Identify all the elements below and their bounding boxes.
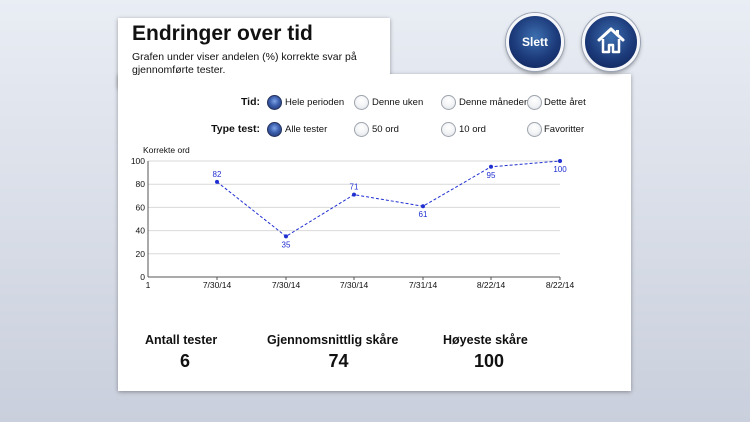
data-point	[489, 164, 493, 169]
data-label: 35	[282, 240, 291, 249]
average-score-label: Gjennomsnittlig skåre	[267, 333, 399, 347]
data-label: 100	[553, 165, 567, 174]
y-tick-label: 80	[136, 179, 146, 189]
home-icon	[596, 26, 626, 59]
type-option-label: Alle tester	[285, 124, 328, 135]
time-option-label: Hele perioden	[285, 97, 345, 108]
main-card	[118, 74, 631, 391]
data-point	[558, 159, 562, 163]
y-tick-label: 100	[131, 156, 145, 166]
time-option-label: Dette året	[544, 97, 586, 108]
data-label: 82	[213, 170, 222, 179]
x-axis-start-label: 1	[146, 280, 151, 290]
y-tick-label: 40	[136, 226, 146, 236]
page-subtitle: Grafen under viser andelen (%) korrekte …	[132, 51, 357, 76]
y-tick-label: 0	[140, 272, 145, 282]
time-radio-whole-period[interactable]	[267, 95, 282, 110]
test-count-label: Antall tester	[145, 333, 218, 347]
series-line	[216, 160, 561, 238]
x-tick-label: 7/30/14	[340, 280, 369, 290]
x-tick-label: 8/22/14	[477, 280, 506, 290]
highest-score-label: Høyeste skåre	[443, 333, 528, 347]
y-tick-label: 20	[136, 249, 146, 259]
type-option-label: 10 ord	[459, 124, 486, 135]
data-point	[215, 179, 219, 184]
x-tick-label: 7/30/14	[272, 280, 301, 290]
data-point	[421, 204, 425, 209]
type-radio-10-words[interactable]	[441, 122, 456, 137]
home-button[interactable]	[582, 13, 640, 71]
time-option-label: Denne måneden	[459, 97, 530, 108]
average-score-value: 74	[328, 351, 349, 371]
x-tick-label: 8/22/14	[546, 280, 575, 290]
page-title: Endringer over tid	[132, 22, 313, 45]
type-filter-label: Type test:	[211, 123, 260, 135]
y-axis-label: Korrekte ord	[143, 145, 190, 155]
type-option-label: Favoritter	[544, 124, 585, 135]
data-label: 71	[350, 183, 359, 192]
data-label: 61	[419, 210, 428, 219]
card-join	[118, 70, 390, 80]
time-radio-this-month[interactable]	[441, 95, 456, 110]
x-tick-label: 7/31/14	[409, 280, 438, 290]
data-point	[352, 192, 356, 197]
data-label: 95	[487, 171, 496, 180]
y-tick-label: 60	[136, 202, 146, 212]
time-option-label: Denne uken	[372, 97, 424, 108]
type-radio-favorites[interactable]	[527, 122, 542, 137]
highest-score-value: 100	[473, 351, 505, 371]
delete-button-label: Slett	[521, 35, 548, 49]
data-point	[284, 234, 288, 239]
time-radio-this-year[interactable]	[527, 95, 542, 110]
type-option-label: 50 ord	[372, 124, 399, 135]
test-count-value: 6	[179, 351, 190, 371]
time-radio-this-week[interactable]	[354, 95, 369, 110]
x-tick-label: 7/30/14	[203, 280, 232, 290]
type-radio-all-tests[interactable]	[267, 122, 282, 137]
delete-button[interactable]: Slett	[506, 13, 564, 71]
time-filter-label: Tid:	[240, 96, 260, 108]
type-radio-50-words[interactable]	[354, 122, 369, 137]
